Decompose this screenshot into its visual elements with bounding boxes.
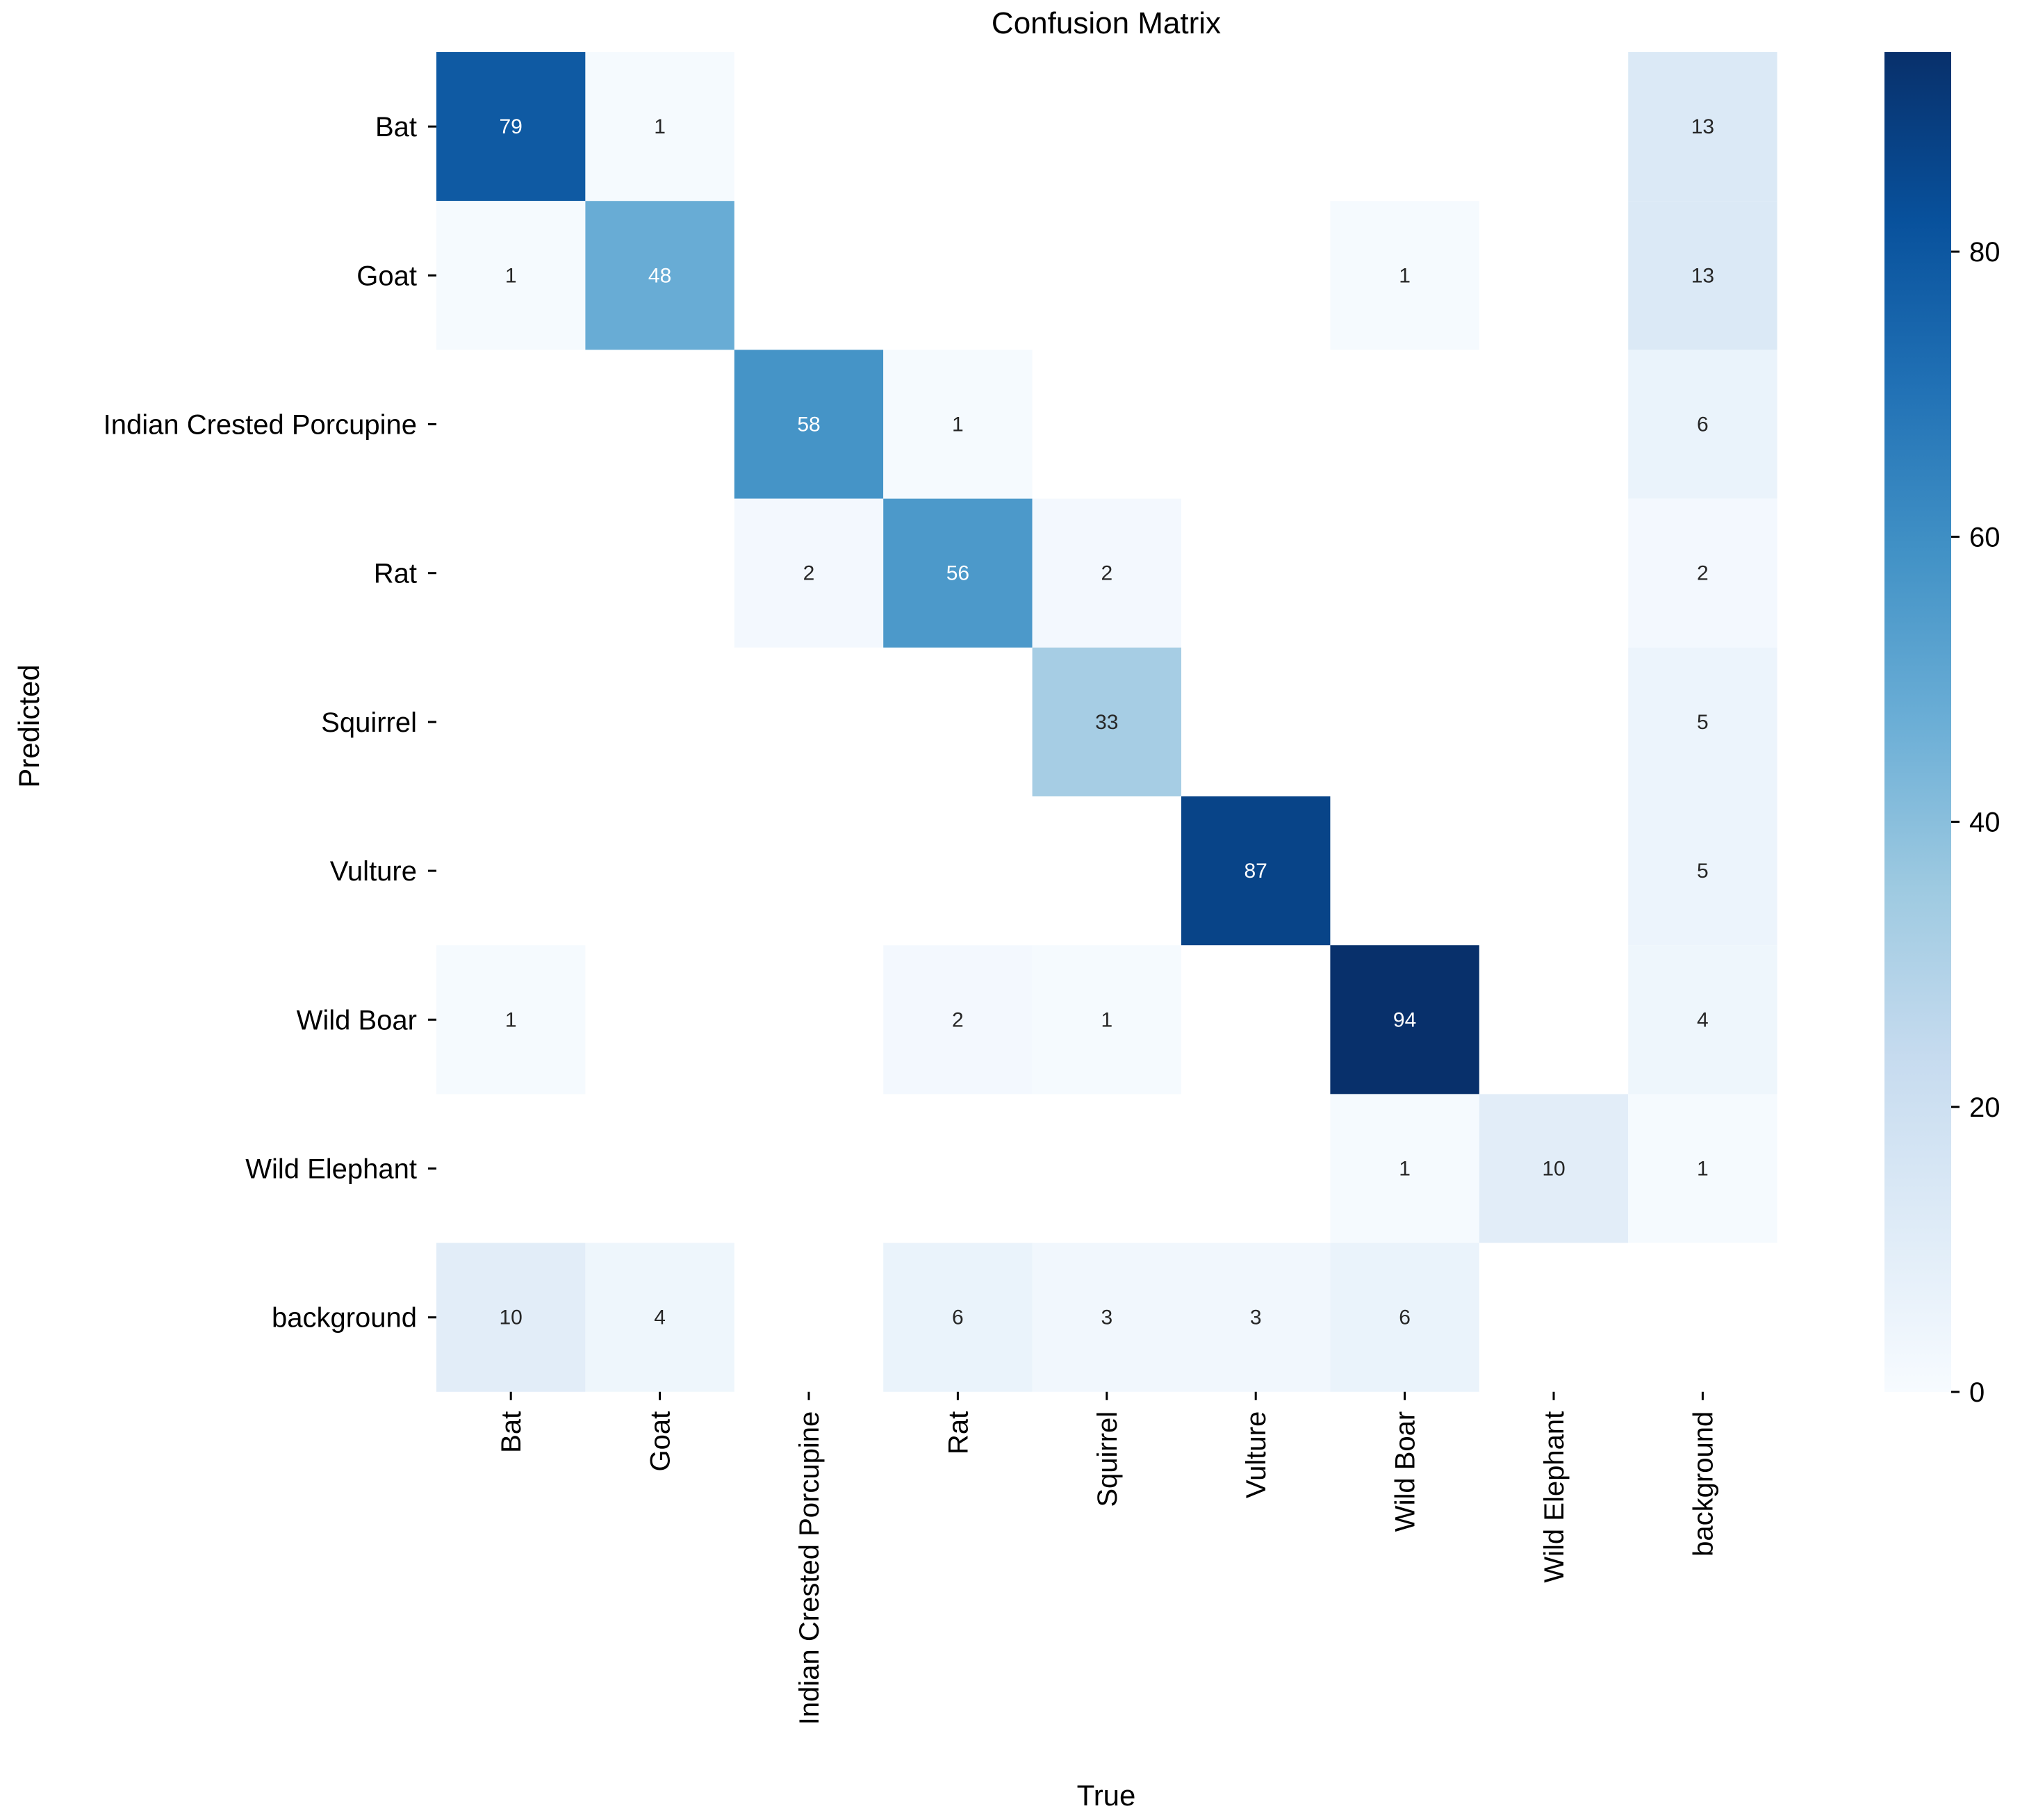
cell-value-label: 2	[803, 562, 815, 585]
y-tick-label: Rat	[374, 559, 417, 589]
colorbar	[1884, 52, 1951, 1392]
heatmap-cell	[734, 498, 884, 648]
x-tick-label: Wild Boar	[1390, 1411, 1421, 1532]
cell-value-label: 6	[1697, 413, 1709, 436]
heatmap-cell	[585, 52, 734, 202]
cell-value-label: 48	[648, 264, 671, 287]
y-tick-label: Indian Crested Porcupine	[104, 410, 417, 441]
heatmap-cell	[436, 945, 586, 1095]
cell-value-label: 13	[1691, 115, 1714, 138]
cell-value-label: 5	[1697, 860, 1709, 883]
heatmap-cell	[1628, 498, 1777, 648]
cell-value-label: 94	[1393, 1008, 1416, 1031]
x-tick-label: Indian Crested Porcupine	[794, 1411, 825, 1725]
heatmap-cell	[436, 201, 586, 350]
cell-value-label: 1	[1399, 264, 1411, 287]
heatmap-cell	[1032, 498, 1181, 648]
cell-value-label: 58	[797, 413, 820, 436]
x-tick-label: Bat	[496, 1411, 527, 1453]
colorbar-tick-label: 60	[1969, 522, 2001, 552]
heatmap-cell	[883, 498, 1033, 648]
cell-value-label: 79	[500, 115, 523, 138]
heatmap-cell	[1032, 945, 1181, 1095]
y-axis-label: Predicted	[13, 664, 45, 787]
heatmap-cell	[436, 52, 586, 202]
cell-value-label: 1	[505, 264, 517, 287]
cell-value-label: 4	[1697, 1008, 1709, 1031]
cell-value-label: 6	[1399, 1306, 1411, 1329]
cell-value-label: 56	[946, 562, 969, 585]
heatmap-cell	[1032, 1243, 1181, 1392]
chart-title: Confusion Matrix	[992, 6, 1221, 40]
colorbar-tick-label: 20	[1969, 1092, 2001, 1123]
y-tick-label: Wild Boar	[297, 1005, 417, 1035]
heatmap-cell	[1628, 201, 1777, 350]
cell-value-label: 1	[1101, 1008, 1112, 1031]
heatmap-cell	[585, 1243, 734, 1392]
x-tick-label: background	[1688, 1411, 1718, 1557]
heatmap-cell	[1330, 1243, 1479, 1392]
cell-value-label: 1	[1697, 1158, 1709, 1181]
cell-value-label: 10	[1542, 1158, 1565, 1181]
y-tick-label: background	[272, 1303, 417, 1334]
cell-value-label: 13	[1691, 264, 1714, 287]
cell-value-label: 33	[1095, 711, 1118, 734]
cell-value-label: 2	[1101, 562, 1112, 585]
x-tick-labels: Bat Goat Indian Crested Porcupine Rat Squirr…	[496, 1391, 1718, 1725]
heatmap-cell	[883, 350, 1033, 499]
cell-value-label: 4	[654, 1306, 666, 1329]
colorbar-tick-label: 40	[1969, 807, 2001, 838]
heatmap-cell	[1628, 647, 1777, 796]
heatmap-cell	[1330, 1094, 1479, 1243]
y-tick-label: Vulture	[330, 856, 417, 887]
cell-value-label: 3	[1101, 1306, 1112, 1329]
y-tick-label: Bat	[375, 112, 417, 142]
cell-value-label: 10	[500, 1306, 523, 1329]
cell-value-label: 1	[952, 413, 964, 436]
colorbar-ticks: 0 20 40 60 80	[1951, 237, 2001, 1408]
colorbar-tick-label: 80	[1969, 237, 2001, 268]
y-tick-label: Goat	[356, 261, 417, 291]
cell-value-label: 2	[952, 1008, 964, 1031]
cell-value-label: 2	[1697, 562, 1709, 585]
x-tick-label: Wild Elephant	[1539, 1411, 1570, 1583]
heatmap-cell	[883, 1243, 1033, 1392]
cell-value-label: 1	[654, 115, 666, 138]
y-tick-label: Squirrel	[321, 707, 417, 738]
x-tick-label: Goat	[646, 1411, 676, 1472]
heatmap-cell	[1181, 1243, 1331, 1392]
heatmap-cell	[1628, 796, 1777, 946]
heatmap-cell	[1628, 52, 1777, 202]
x-tick-label: Vulture	[1241, 1411, 1272, 1498]
heatmap-cell	[1330, 945, 1479, 1095]
heatmap-cell	[1628, 350, 1777, 499]
cell-value-label: 1	[505, 1008, 517, 1031]
y-tick-labels: Bat Goat Indian Crested Porcupine Rat Squirr…	[104, 112, 436, 1334]
x-axis-label: True	[1077, 1779, 1136, 1812]
heatmap-cell	[883, 945, 1033, 1095]
x-tick-label: Rat	[943, 1411, 974, 1454]
heatmap-cell	[1181, 796, 1331, 946]
y-tick-label: Wild Elephant	[245, 1154, 417, 1185]
heatmap-cell	[734, 350, 884, 499]
cell-value-label: 6	[952, 1306, 964, 1329]
cell-value-label: 3	[1250, 1306, 1262, 1329]
cell-value-label: 1	[1399, 1158, 1411, 1181]
heatmap-cell	[1032, 647, 1181, 796]
x-tick-label: Squirrel	[1092, 1411, 1123, 1507]
colorbar-tick-label: 0	[1969, 1377, 1985, 1408]
cell-value-label: 87	[1244, 860, 1267, 883]
heatmap-cell	[1479, 1094, 1629, 1243]
heatmap-cell	[585, 201, 734, 350]
heatmap-cell	[1628, 945, 1777, 1095]
colorbar-gradient	[1884, 52, 1951, 1392]
heatmap-cell	[1330, 201, 1479, 350]
cell-value-label: 5	[1697, 711, 1709, 734]
heatmap-cell	[1628, 1094, 1777, 1243]
heatmap-cell	[436, 1243, 586, 1392]
